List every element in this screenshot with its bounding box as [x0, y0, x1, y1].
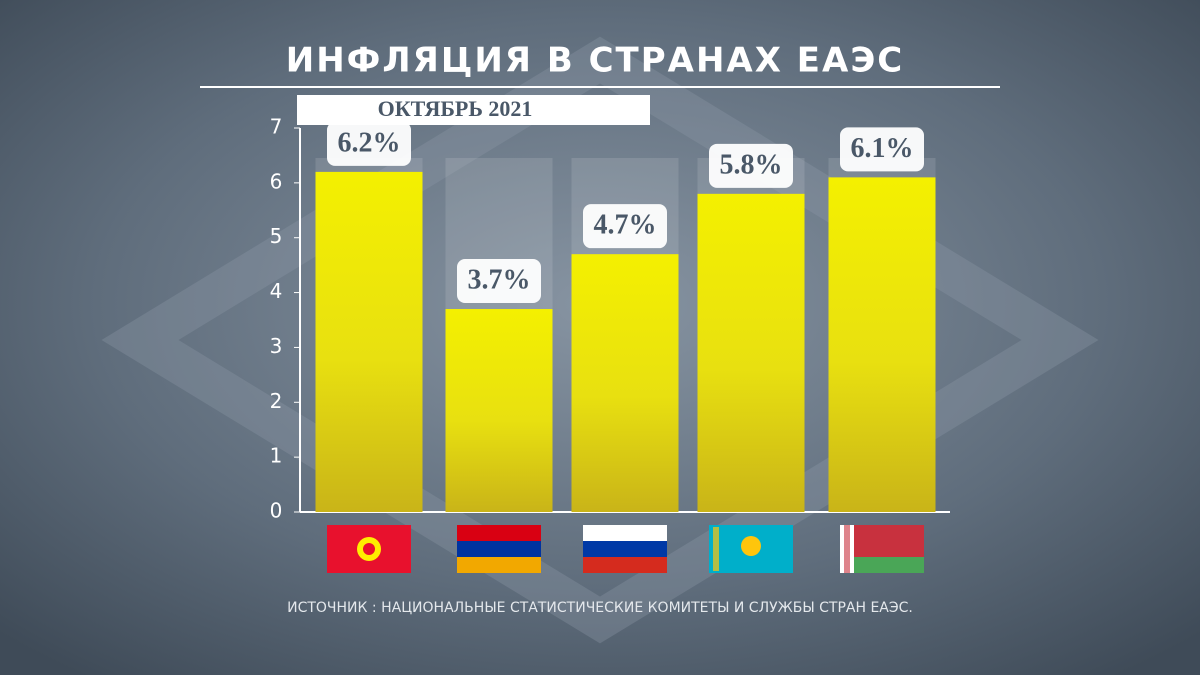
flag [844, 525, 850, 573]
value-label-box [327, 121, 411, 166]
flag [713, 527, 719, 571]
subtitle-box [297, 95, 650, 125]
subtitle: ОКТЯБРЬ 2021 [378, 96, 533, 121]
flag [457, 541, 541, 557]
flag [457, 557, 541, 573]
y-tick-label: 0 [270, 499, 283, 523]
y-tick-label: 5 [270, 224, 283, 248]
flag [583, 541, 667, 557]
value-label-box [709, 143, 793, 188]
value-label: 6.2% [338, 127, 401, 158]
value-label: 5.8% [720, 149, 783, 180]
flag [583, 557, 667, 573]
value-label: 3.7% [468, 264, 531, 295]
value-label-box [457, 259, 541, 304]
flag [457, 525, 541, 541]
flag [840, 557, 924, 573]
bar [315, 171, 423, 512]
y-tick-label: 3 [270, 334, 283, 358]
bar [445, 309, 553, 512]
chart-title: ИНФЛЯЦИЯ В СТРАНАХ ЕАЭС [286, 41, 904, 81]
bar [697, 193, 805, 513]
bar [571, 254, 679, 512]
flag [363, 543, 375, 555]
source: ИСТОЧНИК : НАЦИОНАЛЬНЫЕ СТАТИСТИЧЕСКИЕ К… [287, 600, 913, 616]
y-tick-label: 4 [270, 279, 283, 303]
y-tick-label: 7 [270, 115, 283, 139]
flag [741, 536, 761, 556]
y-tick-label: 2 [270, 389, 283, 413]
value-label-box [583, 204, 667, 249]
bar [828, 177, 936, 512]
flag [583, 525, 667, 541]
value-label: 4.7% [594, 210, 657, 241]
y-tick-label: 1 [270, 444, 283, 468]
value-label-box [840, 127, 924, 172]
value-label: 6.1% [851, 133, 914, 164]
y-tick-label: 6 [270, 169, 283, 193]
